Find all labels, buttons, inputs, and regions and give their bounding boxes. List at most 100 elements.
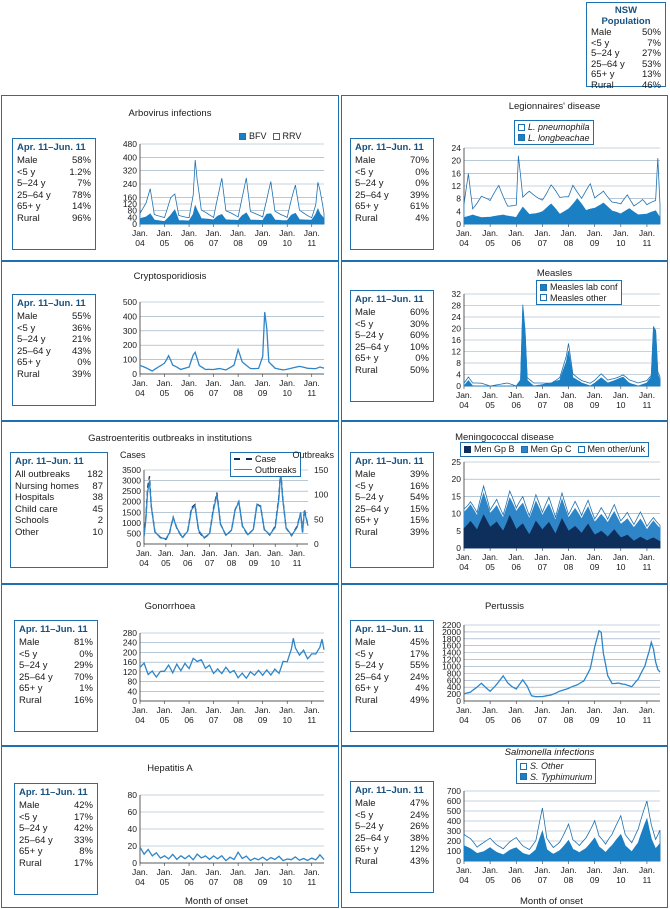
series-area	[463, 514, 661, 549]
summary-row-value: 1%	[79, 683, 93, 694]
y-tick-label: 3000	[122, 476, 141, 486]
summary-row-label: Male	[355, 155, 376, 166]
x-tick-label-month: Jan.	[508, 705, 524, 715]
summary-row-value: 45%	[409, 637, 429, 648]
summary-box: Apr. 11–Jun. 11 Male 42% <5 y 17% 5–24 y 42% 25…	[14, 783, 98, 895]
x-tick-label-month: Jan.	[136, 548, 152, 558]
summary-row: 5–24 y 29%	[19, 660, 93, 672]
summary-row-value: 78%	[71, 189, 91, 201]
x-tick-label-month: Jan.	[587, 705, 603, 715]
x-tick-label-month: Jan.	[206, 705, 222, 715]
xlabel-right: Month of onset	[520, 896, 583, 907]
summary-title: Apr. 11–Jun. 11	[355, 294, 424, 305]
summary-row-value: 0%	[415, 353, 429, 364]
summary-row-label: 65+ y	[17, 357, 41, 368]
y-tick-label: 10	[452, 509, 462, 519]
panel-pertussis: Pertussis Apr. 11–Jun. 11 Male 45% <5 y 17% 5–…	[341, 584, 668, 746]
x-tick-label-month: Jan.	[534, 552, 550, 562]
summary-row-value: 29%	[73, 660, 93, 671]
nsw-population-title: NSW Population	[601, 5, 651, 27]
summary-row-value: 50%	[409, 364, 429, 376]
legend-label: S. Typhimurium	[530, 771, 593, 782]
y-tick-label: 2000	[122, 497, 141, 507]
x-tick-label-year: 05	[160, 388, 170, 398]
x-tick-label-year: 10	[282, 715, 292, 725]
legend-item: L. longbeachae	[518, 133, 590, 144]
summary-row: Hospitals 38	[15, 492, 103, 504]
summary-row-label: Rural	[17, 212, 40, 224]
legend-item: S. Other	[520, 761, 592, 772]
summary-row: 5–24 y 55%	[355, 660, 429, 672]
summary-row: <5 y 36%	[17, 323, 91, 335]
x-tick-label-year: 11	[307, 877, 316, 887]
legend-swatch	[518, 123, 525, 131]
summary-row-value: 96%	[71, 212, 91, 224]
summary-row: 25–64 y 43%	[17, 346, 91, 358]
x-tick-label-month: Jan.	[482, 390, 498, 400]
summary-row: Rural 16%	[19, 695, 93, 707]
x-tick-label-year: 05	[485, 875, 495, 885]
series-area	[139, 159, 325, 225]
summary-row-value: 0%	[415, 166, 429, 178]
y-tick-label: 1000	[442, 661, 461, 671]
y-tick-label: 8	[456, 194, 461, 204]
summary-row-label: 25–64 y	[355, 503, 389, 515]
x-tick-label-year: 07	[209, 238, 219, 248]
nsw-population-box: NSW Population Male 50% <5 y 7% 5–24 y 27% 25–…	[586, 2, 666, 90]
x-tick-label-year: 05	[485, 238, 495, 248]
x-tick-label-month: Jan.	[508, 228, 524, 238]
summary-row-value: 15%	[409, 503, 429, 515]
x-tick-label-month: Jan.	[587, 552, 603, 562]
chart-title: Gonorrhoea	[144, 601, 196, 612]
chart-svg: 020406080Jan.04Jan.05Jan.06Jan.07Jan.08J…	[128, 790, 325, 887]
nsw-row-label: 5–24 y	[591, 48, 620, 59]
summary-row: 65+ y 61%	[355, 201, 429, 213]
x-tick-label-month: Jan.	[223, 548, 239, 558]
x-tick-label-year: 09	[258, 238, 268, 248]
x-tick-label-month: Jan.	[132, 867, 148, 877]
summary-box: Apr. 11–Jun. 11 Male 45% <5 y 17% 5–24 y 55% 25…	[350, 620, 434, 732]
y-axis-label-left: Cases	[120, 450, 146, 460]
x-tick-label-month: Jan.	[508, 390, 524, 400]
summary-row-value: 21%	[71, 334, 91, 345]
summary-row-label: 65+ y	[19, 846, 43, 857]
summary-row: 5–24 y 42%	[19, 823, 93, 835]
summary-row-label: Child care	[15, 503, 58, 515]
summary-row: 65+ y 4%	[355, 683, 429, 695]
legend-item: Men other/unk	[577, 444, 645, 455]
x-tick-label-month: Jan.	[156, 228, 172, 238]
summary-box: Apr. 11–Jun. 11 Male 60% <5 y 30% 5–24 y 60% 25…	[350, 290, 434, 402]
summary-row-label: 65+ y	[19, 683, 43, 694]
x-tick-label-month: Jan.	[180, 548, 196, 558]
x-tick-label-year: 05	[160, 238, 170, 248]
chart-title: Meningococcal disease	[455, 432, 554, 443]
x-tick-label-year: 08	[227, 558, 237, 568]
nsw-row-value: 27%	[641, 48, 661, 59]
x-tick-label-year: 06	[512, 562, 522, 572]
y-tick-label: 0	[132, 219, 137, 229]
x-tick-label-year: 10	[282, 877, 292, 887]
summary-row: Male 81%	[19, 637, 93, 649]
x-tick-label-year: 08	[233, 388, 243, 398]
legend-swatch	[234, 458, 252, 461]
x-tick-label-year: 04	[135, 715, 145, 725]
summary-row-value: 16%	[409, 480, 429, 492]
summary-title: Apr. 11–Jun. 11	[19, 787, 88, 798]
y-tick-label: 40	[128, 686, 138, 696]
summary-row: 25–64 y 33%	[19, 835, 93, 847]
summary-row-label: 25–64 y	[17, 189, 51, 201]
panel-salmonella: Salmonella infections Apr. 11–Jun. 11 Male…	[341, 746, 668, 908]
summary-row-value: 1.2%	[69, 166, 91, 178]
chart-legend: S. Other S. Typhimurium	[516, 759, 597, 784]
y-tick-label: 0	[132, 858, 137, 868]
y-tick-label: 500	[447, 806, 461, 816]
y-tick-label: 0	[456, 856, 461, 866]
series-area	[463, 309, 661, 387]
legend-swatch	[520, 445, 528, 453]
summary-row: Male 70%	[355, 155, 429, 167]
chart-svg: 0100200300400500Jan.04Jan.05Jan.06Jan.07…	[123, 297, 325, 398]
y-tick-label: 700	[447, 786, 461, 796]
summary-row-label: Male	[355, 469, 376, 480]
y-tick-label: 28	[452, 301, 462, 311]
x-tick-label-month: Jan.	[279, 867, 295, 877]
